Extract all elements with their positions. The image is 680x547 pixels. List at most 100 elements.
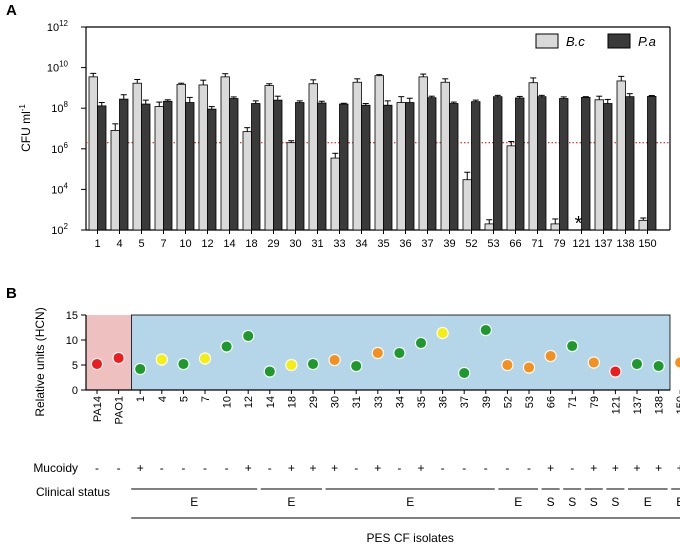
- bar-bc: [374, 75, 384, 231]
- bar-pa: [383, 104, 393, 231]
- bar-bc: [198, 84, 208, 231]
- bar-pa: [339, 103, 349, 231]
- data-point: [544, 349, 557, 363]
- data-point: [652, 359, 665, 373]
- cf-isolates-group-label: PES CF isolates: [367, 531, 454, 545]
- y-tick-label: 0: [72, 385, 78, 397]
- x-tick-label: 1: [135, 396, 147, 402]
- bar-bc: [308, 83, 318, 231]
- legend-swatch-bc: [535, 33, 559, 49]
- y-tick-label: 1010: [47, 60, 69, 75]
- y-tick-label: 102: [51, 222, 68, 237]
- x-tick-label: 14: [223, 238, 235, 250]
- x-tick-label: 36: [399, 238, 411, 250]
- mucoidy-value: -: [527, 461, 531, 475]
- data-point: [458, 366, 471, 380]
- bar-bc: [176, 83, 186, 231]
- x-tick-label: 37: [421, 238, 433, 250]
- y-tick-label: 10: [66, 335, 78, 347]
- x-tick-label: 31: [311, 238, 323, 250]
- data-point: [609, 365, 622, 378]
- legend-label-bc: B.c: [566, 34, 585, 49]
- x-tick-label: 18: [245, 238, 257, 250]
- x-tick-label: 150: [638, 238, 656, 250]
- clinical-status-value: S: [611, 495, 619, 509]
- clinical-status-value: E: [287, 495, 295, 509]
- x-tick-label: 5: [138, 238, 144, 250]
- data-point: [436, 326, 449, 340]
- mucoidy-value: +: [288, 461, 295, 475]
- data-point: [112, 351, 125, 365]
- mucoidy-value: -: [354, 461, 358, 475]
- panel-a-x-tick-labels: 1 4 5 7 10 12 14 18 29 30 31 33 34 35 36 37 39 52 53 66 71 79…: [94, 230, 657, 250]
- mucoidy-value: -: [570, 461, 574, 475]
- clinical-status-row: EEEESSSSEE: [131, 488, 680, 509]
- x-tick-label: 7: [160, 238, 166, 250]
- panel-b-reference-strain-region: [86, 315, 132, 390]
- bar-bc: [286, 142, 296, 231]
- x-tick-label: 71: [567, 396, 579, 408]
- x-tick-label: 66: [509, 238, 521, 250]
- bar-pa: [603, 103, 613, 231]
- x-tick-label: 18: [286, 396, 298, 408]
- panel-b-y-axis-title: Relative units (HCN): [33, 307, 47, 416]
- significance-asterisk: *: [575, 213, 583, 235]
- x-tick-label: 36: [438, 396, 450, 408]
- x-tick-label: 37: [459, 396, 471, 408]
- panel-b-points: [90, 323, 680, 380]
- x-tick-label: 53: [487, 238, 499, 250]
- panel-b-letter: B: [6, 285, 17, 302]
- bar-pa: [295, 102, 305, 231]
- panel-a-y-ticks: 102 104 106 108 1010 1012: [47, 19, 86, 237]
- panel-a-letter: A: [6, 2, 17, 19]
- bar-bc: [242, 131, 252, 231]
- bar-pa: [537, 96, 547, 231]
- data-point: [263, 365, 276, 378]
- data-point: [155, 353, 168, 366]
- legend-swatch-pa: [607, 33, 631, 49]
- x-tick-label: 34: [394, 396, 406, 408]
- bar-pa: [405, 102, 415, 231]
- bar-bc: [264, 85, 274, 231]
- x-tick-label: 4: [116, 238, 122, 250]
- y-tick-label: 104: [51, 181, 68, 196]
- data-point: [674, 356, 680, 369]
- x-tick-label: 33: [333, 238, 345, 250]
- x-tick-label: 79: [553, 238, 565, 250]
- data-point: [479, 323, 492, 337]
- clinical-status-value: E: [676, 495, 680, 509]
- x-tick-label: 53: [524, 396, 536, 408]
- bar-pa: [581, 97, 591, 231]
- data-point: [393, 346, 406, 360]
- legend: B.c P.a: [535, 33, 656, 49]
- y-tick-label: 5: [72, 360, 78, 372]
- panel-a-annotations: *: [575, 213, 583, 235]
- x-tick-label: 10: [179, 238, 191, 250]
- x-tick-label: 4: [157, 396, 169, 402]
- x-tick-label: 10: [222, 396, 234, 408]
- data-point: [242, 329, 255, 343]
- mucoidy-row: - - + - - - - + - + + + - + - + - - - - - + - + + + + +: [95, 461, 680, 475]
- x-tick-label: 121: [610, 396, 622, 414]
- bar-pa: [317, 102, 327, 231]
- clinical-status-value: S: [547, 495, 555, 509]
- data-point: [522, 361, 536, 374]
- mucoidy-value: -: [268, 461, 272, 475]
- clinical-status-row-label: Clinical status: [36, 485, 110, 499]
- mucoidy-row-label: Mucoidy: [33, 461, 78, 475]
- mucoidy-value: +: [677, 461, 680, 475]
- x-tick-label: 34: [355, 238, 367, 250]
- x-tick-label: PA14: [92, 396, 104, 422]
- panel-b-y-ticks: 0 5 10 15: [66, 310, 86, 397]
- data-point: [220, 340, 233, 353]
- bar-pa: [471, 101, 481, 231]
- data-point: [306, 357, 320, 371]
- data-point: [501, 358, 514, 372]
- x-tick-label: 39: [443, 238, 455, 250]
- bar-bc: [638, 219, 648, 231]
- data-point: [630, 357, 644, 371]
- data-point: [198, 352, 212, 365]
- mucoidy-value: +: [245, 461, 252, 475]
- mucoidy-value: +: [417, 461, 424, 475]
